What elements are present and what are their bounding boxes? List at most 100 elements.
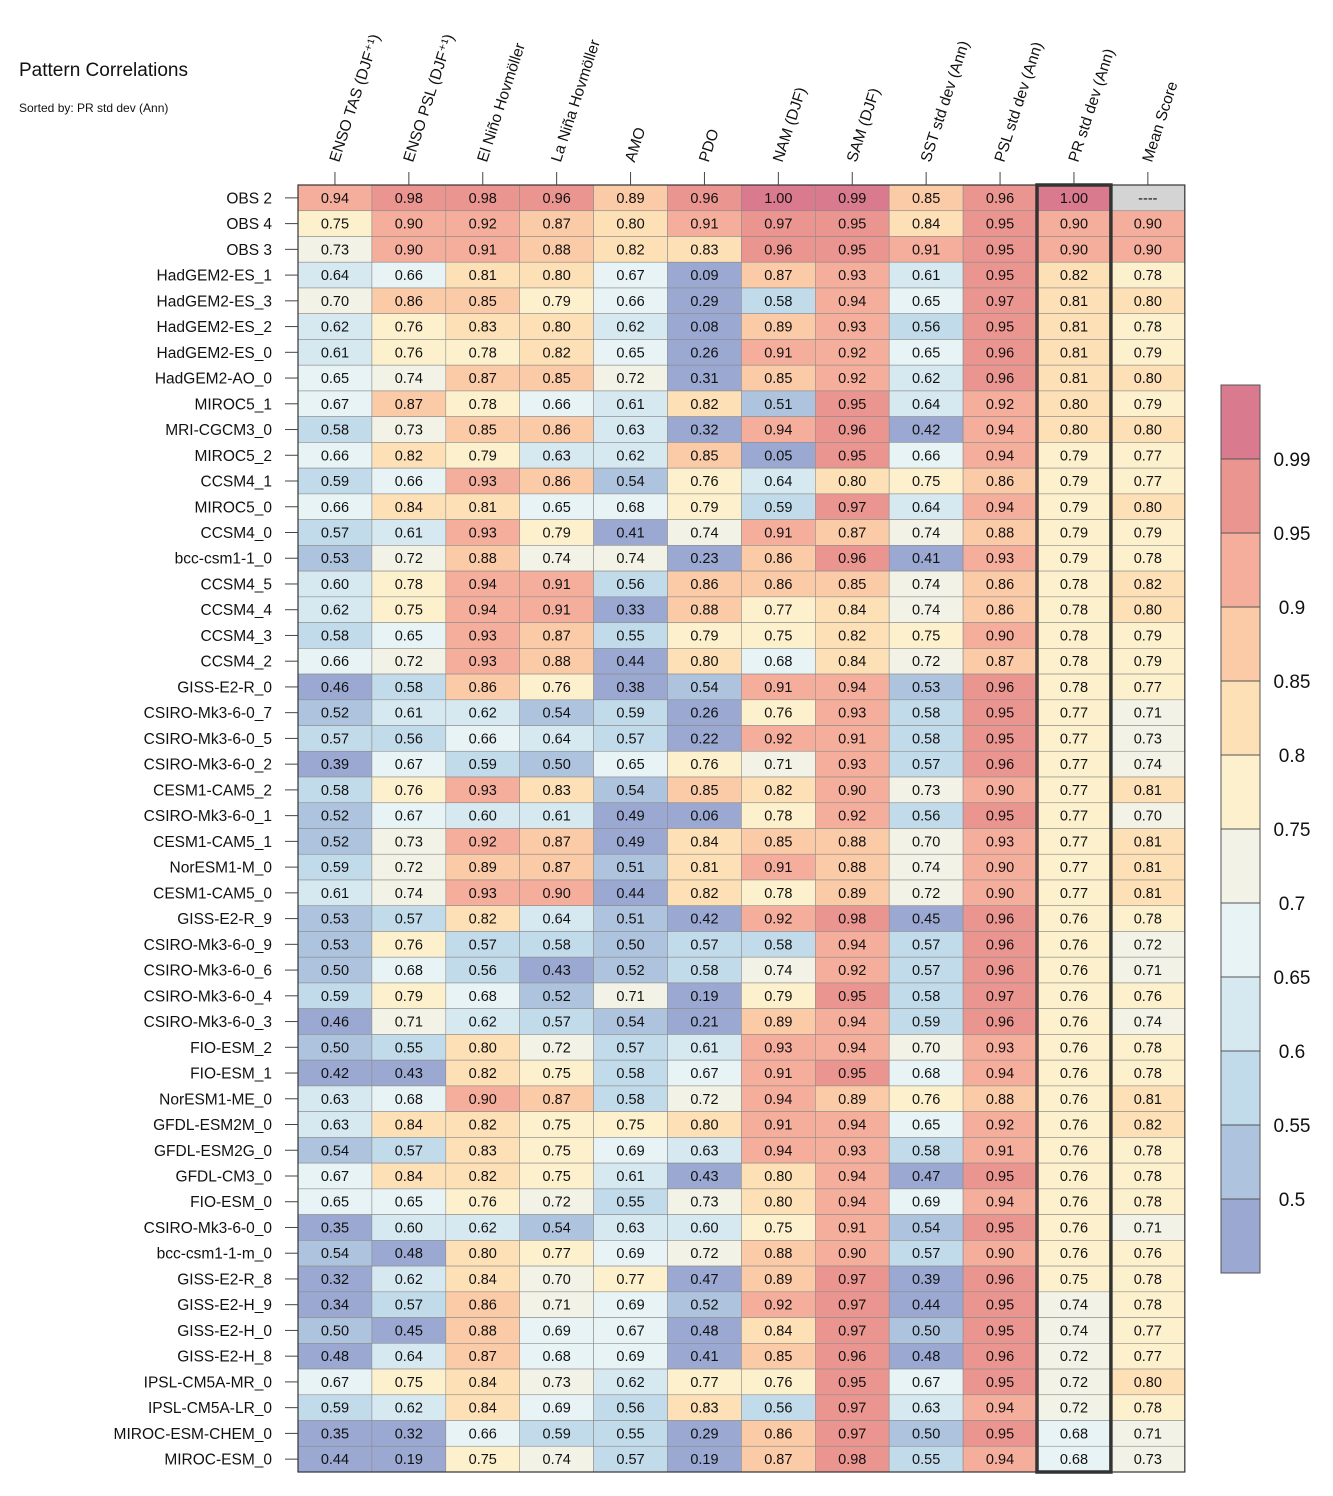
cell-value-label: 0.61 <box>395 706 423 722</box>
cell-value-label: 0.88 <box>543 242 571 258</box>
cell-value-label: 0.79 <box>1134 525 1162 541</box>
cell-value-label: 0.93 <box>838 757 866 773</box>
heatmap-cell <box>888 1265 964 1293</box>
cell-value-label: 0.96 <box>986 1349 1014 1365</box>
cell-value-label: 0.50 <box>321 963 349 979</box>
colorbar-band <box>1221 1199 1260 1273</box>
cell-value-label: 0.93 <box>469 474 497 490</box>
cell-value-label: 0.73 <box>1134 731 1162 747</box>
cell-value-label: 0.95 <box>986 242 1014 258</box>
cell-value-label: 0.94 <box>986 1401 1014 1417</box>
heatmap-cell <box>445 1059 520 1087</box>
heatmap-cell <box>888 750 964 778</box>
heatmap-cell <box>297 905 373 932</box>
heatmap-cell <box>297 1188 373 1215</box>
row-label: IPSL-CM5A-MR_0 <box>144 1374 273 1391</box>
heatmap-cell <box>445 1394 520 1421</box>
heatmap-cell <box>519 596 594 623</box>
heatmap-cell <box>741 339 816 366</box>
heatmap-cell <box>1110 1240 1186 1267</box>
cell-value-label: 0.94 <box>469 577 497 593</box>
column-label: La Niña Hovmöller <box>548 38 604 165</box>
cell-value-label: 0.82 <box>1134 577 1162 593</box>
cell-value-label: 0.79 <box>1134 628 1162 644</box>
heatmap-cell <box>741 776 816 804</box>
cell-value-label: 0.73 <box>1134 1452 1162 1468</box>
heatmap-cell <box>519 416 594 443</box>
cell-value-label: 0.77 <box>1060 757 1088 773</box>
cell-value-label: 0.05 <box>764 448 792 464</box>
heatmap-cell <box>519 236 594 263</box>
heatmap-cell <box>371 1317 447 1344</box>
heatmap-cell <box>519 1240 594 1267</box>
heatmap-cell <box>371 339 447 366</box>
cell-value-label: 0.72 <box>1060 1375 1088 1391</box>
heatmap-cell <box>371 236 447 263</box>
heatmap-cell <box>519 853 594 881</box>
cell-value-label: 0.85 <box>469 423 497 439</box>
cell-value-label: 0.66 <box>395 268 423 284</box>
cell-value-label: 0.50 <box>616 937 644 953</box>
heatmap-cell <box>445 1188 520 1215</box>
cell-value-label: 0.58 <box>912 1143 940 1159</box>
cell-value-label: 0.78 <box>1060 628 1088 644</box>
heatmap-cell <box>371 287 447 314</box>
heatmap-cell <box>814 1008 890 1035</box>
colorbar-tick-label: 0.65 <box>1274 968 1311 989</box>
cell-value-label: 0.93 <box>469 628 497 644</box>
column-label: SST std dev (Ann) <box>918 39 973 164</box>
cell-value-label: 0.78 <box>1134 1040 1162 1056</box>
heatmap-cell <box>445 879 520 907</box>
cell-value-label: 0.75 <box>616 1118 644 1134</box>
cell-value-label: 0.72 <box>543 1040 571 1056</box>
heatmap-cell <box>519 699 594 726</box>
heatmap-cell <box>888 416 964 443</box>
cell-value-label: 0.44 <box>321 1452 349 1468</box>
heatmap-cell <box>445 184 520 212</box>
cell-value-label: 0.46 <box>321 1015 349 1031</box>
cell-value-label: 0.66 <box>469 1426 497 1442</box>
cell-value-label: 0.70 <box>1134 809 1162 825</box>
heatmap-cell <box>1110 673 1186 701</box>
cell-value-label: 0.85 <box>764 834 792 850</box>
heatmap-cell <box>1110 313 1186 340</box>
cell-value-label: 0.76 <box>1060 1246 1088 1262</box>
cell-value-label: 0.81 <box>469 500 497 516</box>
heatmap-cell <box>667 493 742 520</box>
heatmap-cell <box>297 648 373 675</box>
cell-value-label: 0.87 <box>543 628 571 644</box>
cell-value-label: 0.95 <box>986 1220 1014 1236</box>
cell-value-label: 0.19 <box>690 989 718 1005</box>
cell-value-label: 0.86 <box>543 474 571 490</box>
heatmap-cell <box>888 648 964 675</box>
cell-value-label: 0.57 <box>912 963 940 979</box>
heatmap-cell <box>667 467 742 495</box>
heatmap-cell <box>1110 1343 1186 1370</box>
cell-value-label: 0.94 <box>838 1195 866 1211</box>
cell-value-label: 0.61 <box>321 345 349 361</box>
cell-value-label: 0.76 <box>395 320 423 336</box>
heatmap-cell <box>741 905 816 932</box>
cell-value-label: 0.59 <box>764 500 792 516</box>
cell-value-label: 0.75 <box>764 1220 792 1236</box>
heatmap-cell <box>814 467 890 495</box>
heatmap-cell <box>741 390 816 417</box>
cell-value-label: 0.80 <box>1060 397 1088 413</box>
heatmap-cell <box>593 519 668 546</box>
cell-value-label: 0.95 <box>838 448 866 464</box>
heatmap-cell <box>1036 1111 1112 1138</box>
heatmap-cell <box>1036 1368 1112 1396</box>
row-label: OBS 3 <box>226 242 272 259</box>
cell-value-label: 0.84 <box>395 1169 423 1185</box>
heatmap-cell <box>667 210 742 237</box>
heatmap-cell <box>297 1343 373 1370</box>
heatmap-cell <box>888 879 964 907</box>
heatmap-cell <box>1110 699 1186 726</box>
cell-value-label: 0.60 <box>321 577 349 593</box>
cell-value-label: 0.94 <box>986 500 1014 516</box>
row-label: IPSL-CM5A-LR_0 <box>148 1400 272 1417</box>
cell-value-label: 0.82 <box>543 345 571 361</box>
cell-value-label: 0.91 <box>838 731 866 747</box>
cell-value-label: 0.62 <box>395 1401 423 1417</box>
cell-value-label: 0.84 <box>469 1375 497 1391</box>
